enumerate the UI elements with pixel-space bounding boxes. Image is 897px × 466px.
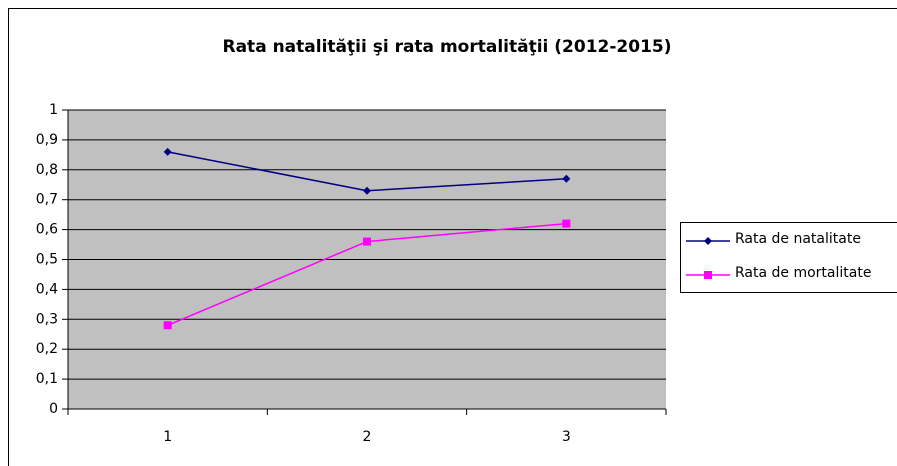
y-tick-label: 1 bbox=[49, 102, 58, 118]
y-tick-label: 0,6 bbox=[36, 222, 58, 238]
y-tick-label: 0,2 bbox=[36, 341, 58, 357]
y-tick-label: 0,9 bbox=[36, 132, 58, 148]
y-tick-label: 0,4 bbox=[36, 281, 58, 297]
legend-label: Rata de mortalitate bbox=[735, 265, 871, 281]
marker bbox=[363, 186, 371, 195]
x-tick-label: 2 bbox=[363, 429, 372, 445]
x-tick-label: 3 bbox=[562, 429, 571, 445]
marker bbox=[704, 271, 712, 279]
marker bbox=[562, 219, 571, 228]
y-tick-label: 0,8 bbox=[36, 162, 58, 178]
chart-title: Rata natalităţii şi rata mortalităţii (2… bbox=[223, 37, 672, 57]
x-tick-label: 1 bbox=[163, 429, 172, 445]
y-tick-label: 0 bbox=[49, 401, 58, 417]
y-tick-label: 0,3 bbox=[36, 311, 58, 327]
legend-box bbox=[680, 222, 897, 293]
marker bbox=[363, 237, 371, 246]
marker bbox=[163, 321, 172, 330]
y-tick-label: 0,1 bbox=[36, 371, 58, 387]
marker bbox=[163, 147, 172, 156]
y-tick-label: 0,7 bbox=[36, 192, 58, 208]
legend-label: Rata de natalitate bbox=[735, 231, 861, 247]
y-tick-label: 0,5 bbox=[36, 252, 58, 268]
marker bbox=[562, 174, 571, 183]
marker bbox=[704, 237, 712, 245]
